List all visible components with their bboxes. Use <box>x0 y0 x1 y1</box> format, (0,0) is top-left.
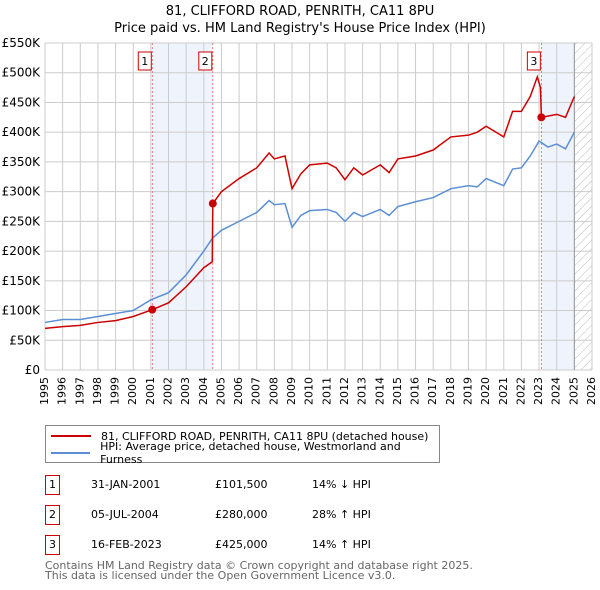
x-tick-label: 1995 <box>38 377 51 405</box>
x-tick-label: 2005 <box>214 377 227 405</box>
sale-price: £280,000 <box>215 508 268 521</box>
legend-label: HPI: Average price, detached house, West… <box>100 440 401 466</box>
legend: 81, CLIFFORD ROAD, PENRITH, CA11 8PU (de… <box>45 425 440 466</box>
sale-point <box>537 113 546 122</box>
sale-period-shade <box>541 43 575 370</box>
legend-swatch-blue <box>51 452 91 454</box>
x-tick-label: 2003 <box>179 377 192 405</box>
y-tick-label: £550K <box>2 36 42 50</box>
sale-badge <box>526 51 541 71</box>
series-line <box>44 131 576 324</box>
sale-point <box>208 199 217 208</box>
chart-subtitle: Price paid vs. HM Land Registry's House … <box>114 21 486 36</box>
sale-price: £101,500 <box>215 478 268 491</box>
sale-date: 05-JUL-2004 <box>91 508 159 521</box>
sale-point <box>148 305 157 314</box>
x-tick-label: 2022 <box>514 377 527 405</box>
sale-number: 1 <box>45 475 60 495</box>
sale-hpi-diff: 28% ↑ HPI <box>312 508 371 521</box>
x-tick-label: 2013 <box>356 377 369 405</box>
x-tick-label: 2024 <box>550 377 563 405</box>
x-tick-label: 2008 <box>267 377 280 405</box>
x-tick-label: 2017 <box>426 377 439 405</box>
x-tick-label: 1999 <box>109 377 122 405</box>
sale-badge <box>137 51 152 71</box>
legend-label: 81, CLIFFORD ROAD, PENRITH, CA11 8PU (de… <box>101 429 429 443</box>
x-tick-label: 2019 <box>461 377 474 405</box>
x-tick-label: 2002 <box>162 377 175 405</box>
y-tick-label: £400K <box>2 125 42 139</box>
sale-number: 3 <box>45 535 60 555</box>
x-tick-label: 2016 <box>409 377 422 405</box>
chart-title: 81, CLIFFORD ROAD, PENRITH, CA11 8PU <box>165 4 435 19</box>
footer-line: Contains HM Land Registry data © Crown c… <box>45 559 473 572</box>
footer-line: This data is licensed under the Open Gov… <box>45 569 396 582</box>
x-tick-label: 2020 <box>479 377 492 405</box>
y-tick-label: £100K <box>2 304 42 318</box>
x-tick-label: 2014 <box>373 377 386 405</box>
x-tick-label: 2011 <box>320 377 333 405</box>
x-tick-label: 2004 <box>197 377 210 405</box>
y-tick-label: £300K <box>2 185 42 199</box>
sale-hpi-diff: 14% ↑ HPI <box>312 538 371 551</box>
x-tick-label: 2025 <box>567 377 580 405</box>
x-tick-label: 1997 <box>73 377 86 405</box>
y-tick-label: £500K <box>2 66 42 80</box>
x-tick-label: 2023 <box>532 377 545 405</box>
sale-number: 2 <box>45 505 60 525</box>
x-tick-label: 2006 <box>232 377 245 405</box>
x-tick-label: 2010 <box>303 377 316 405</box>
x-tick-label: 1996 <box>56 377 69 405</box>
sale-row: 3 16-FEB-2023 £425,000 14% ↑ HPI <box>45 535 465 555</box>
x-tick-label: 2001 <box>144 377 157 405</box>
x-tick-label: 2026 <box>585 377 598 405</box>
sale-date: 31-JAN-2001 <box>91 478 161 491</box>
forecast-hatch <box>574 43 592 370</box>
y-tick-label: £0 <box>25 363 40 377</box>
x-tick-label: 2012 <box>338 377 351 405</box>
legend-item-hpi: HPI: Average price, detached house, West… <box>51 440 439 466</box>
series-line <box>44 74 576 330</box>
x-tick-label: 2021 <box>497 377 510 405</box>
x-tick-label: 2000 <box>126 377 139 405</box>
x-tick-label: 2018 <box>444 377 457 405</box>
sale-date: 16-FEB-2023 <box>91 538 162 551</box>
legend-item-property: 81, CLIFFORD ROAD, PENRITH, CA11 8PU (de… <box>51 428 428 444</box>
sale-row: 2 05-JUL-2004 £280,000 28% ↑ HPI <box>45 505 465 525</box>
price-chart: 1995 1996 1997 1998 1999 2000 2001 2002 2003 2004… <box>2 36 598 405</box>
x-tick-label: 1998 <box>91 377 104 405</box>
y-tick-label: £350K <box>2 155 42 169</box>
sale-badge <box>198 51 213 71</box>
sale-period-shade <box>152 43 213 370</box>
y-tick-label: £50K <box>9 333 41 347</box>
y-tick-label: £150K <box>2 274 42 288</box>
y-tick-label: £450K <box>2 95 42 109</box>
legend-swatch-red <box>51 435 91 437</box>
sale-badge-label: 1 <box>141 55 148 68</box>
sale-badge-label: 3 <box>530 55 537 68</box>
sale-row: 1 31-JAN-2001 £101,500 14% ↓ HPI <box>45 475 465 495</box>
x-tick-label: 2015 <box>391 377 404 405</box>
sale-price: £425,000 <box>215 538 268 551</box>
sale-badge-label: 2 <box>202 55 209 68</box>
y-tick-label: £200K <box>2 244 42 258</box>
sale-hpi-diff: 14% ↓ HPI <box>312 478 371 491</box>
y-tick-label: £250K <box>2 214 42 228</box>
x-tick-label: 2007 <box>250 377 263 405</box>
x-tick-label: 2009 <box>285 377 298 405</box>
